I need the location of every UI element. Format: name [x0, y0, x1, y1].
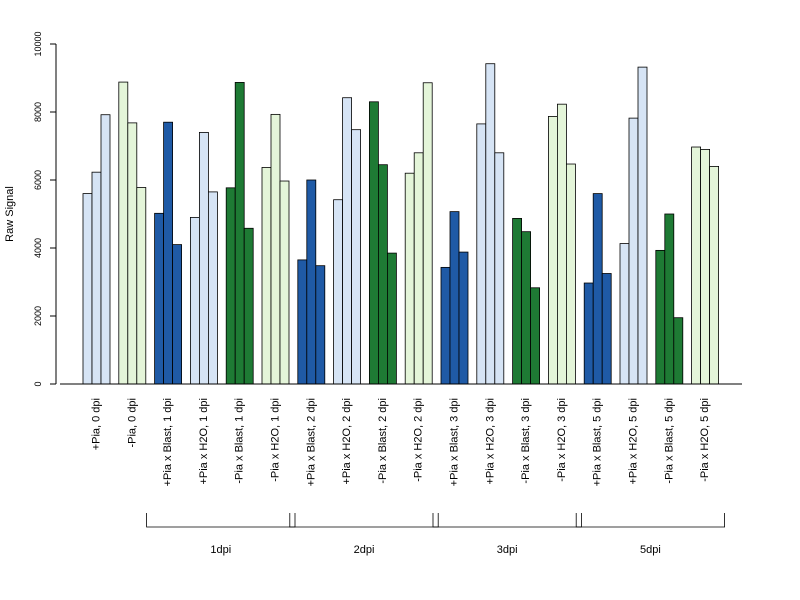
bar	[485, 63, 496, 385]
x-tick-label: +Pia x Blast, 1 dpi	[162, 398, 174, 486]
bar	[458, 251, 469, 385]
x-tick-labels: +Pia, 0 dpi -Pia, 0 dpi +Pia x Blast, 1 dp…	[91, 398, 712, 486]
x-tick-label: +Pia x H2O, 2 dpi	[341, 398, 353, 485]
x-tick-label: +Pia x H2O, 1 dpi	[198, 398, 210, 485]
x-tick-label: -Pia x Blast, 1 dpi	[234, 398, 246, 484]
bars	[82, 63, 719, 385]
x-tick-label: +Pia, 0 dpi	[91, 398, 103, 450]
bar	[315, 265, 326, 385]
x-tick-label: +Pia x Blast, 3 dpi	[449, 398, 461, 486]
group-brackets: 1dpi 2dpi 3dpi 5dpi	[146, 513, 725, 556]
x-tick-label: -Pia x Blast, 2 dpi	[377, 398, 389, 484]
bar	[342, 97, 353, 385]
group-label: 1dpi	[210, 544, 231, 556]
bar	[413, 152, 424, 385]
bar	[637, 66, 648, 385]
bar	[91, 171, 102, 385]
x-tick-label: +Pia x H2O, 5 dpi	[628, 398, 640, 485]
x-tick-label: -Pia x H2O, 2 dpi	[413, 398, 425, 482]
bar	[225, 187, 236, 385]
y-tick-label: 0	[33, 381, 43, 386]
bar	[530, 287, 540, 385]
bar	[306, 179, 317, 385]
x-tick-label: -Pia, 0 dpi	[126, 398, 138, 448]
group-bracket	[146, 513, 296, 528]
y-tick-label: 10000	[33, 31, 43, 56]
x-tick-label: -Pia x H2O, 5 dpi	[699, 398, 711, 482]
bar	[700, 148, 710, 385]
group-label: 2dpi	[354, 544, 375, 556]
bar	[127, 122, 138, 385]
x-tick-label: -Pia x H2O, 3 dpi	[556, 398, 568, 482]
y-axis-label: Raw Signal	[4, 186, 16, 242]
x-tick-label: +Pia x H2O, 3 dpi	[484, 398, 496, 485]
bar	[118, 81, 129, 385]
bar	[709, 165, 719, 385]
bar	[172, 244, 183, 385]
y-tick-label: 2000	[33, 306, 43, 326]
bar	[163, 121, 174, 385]
x-tick-label: -Pia x H2O, 1 dpi	[270, 398, 282, 482]
group-bracket	[432, 513, 582, 528]
bar	[691, 146, 701, 385]
bar	[619, 243, 630, 385]
x-tick-label: -Pia x Blast, 3 dpi	[520, 398, 532, 484]
bar	[368, 101, 379, 385]
bar	[422, 82, 433, 385]
bar	[270, 113, 281, 385]
bar	[566, 163, 576, 385]
bar	[261, 167, 272, 385]
x-tick-label: +Pia x Blast, 2 dpi	[305, 398, 317, 486]
bar	[440, 266, 451, 385]
bar	[351, 129, 362, 385]
bar	[100, 114, 111, 385]
bar	[592, 193, 603, 385]
bar	[583, 282, 594, 385]
bar	[512, 218, 522, 385]
x-tick-label: +Pia x Blast, 5 dpi	[592, 398, 604, 486]
y-tick-label: 4000	[33, 238, 43, 258]
bar	[198, 131, 209, 385]
y-tick-label: 8000	[33, 102, 43, 122]
bar	[628, 117, 639, 385]
bar	[548, 116, 558, 385]
bar	[673, 317, 684, 385]
y-axis: 0 2000 4000 6000 8000 10000	[33, 31, 57, 387]
bar	[136, 187, 147, 385]
bar	[476, 123, 487, 385]
x-tick-label: -Pia x Blast, 5 dpi	[663, 398, 675, 484]
bar	[279, 180, 290, 385]
group-label: 5dpi	[640, 544, 661, 556]
group-label: 3dpi	[497, 544, 518, 556]
bar	[297, 259, 308, 385]
bar	[494, 152, 505, 385]
bar	[234, 82, 245, 385]
bar	[154, 212, 165, 385]
bar	[243, 227, 254, 385]
bar	[655, 249, 666, 385]
bar	[557, 103, 567, 385]
bar	[333, 199, 344, 385]
bar	[449, 211, 460, 385]
bar	[664, 213, 675, 385]
bar	[404, 172, 415, 385]
bar	[601, 273, 612, 385]
bar	[189, 216, 200, 385]
y-tick-label: 6000	[33, 170, 43, 190]
group-bracket	[289, 513, 439, 528]
bar	[207, 191, 218, 385]
bar	[386, 252, 397, 385]
group-bracket	[575, 513, 725, 528]
bar	[82, 193, 93, 385]
bar	[521, 231, 531, 385]
bar	[377, 164, 388, 385]
